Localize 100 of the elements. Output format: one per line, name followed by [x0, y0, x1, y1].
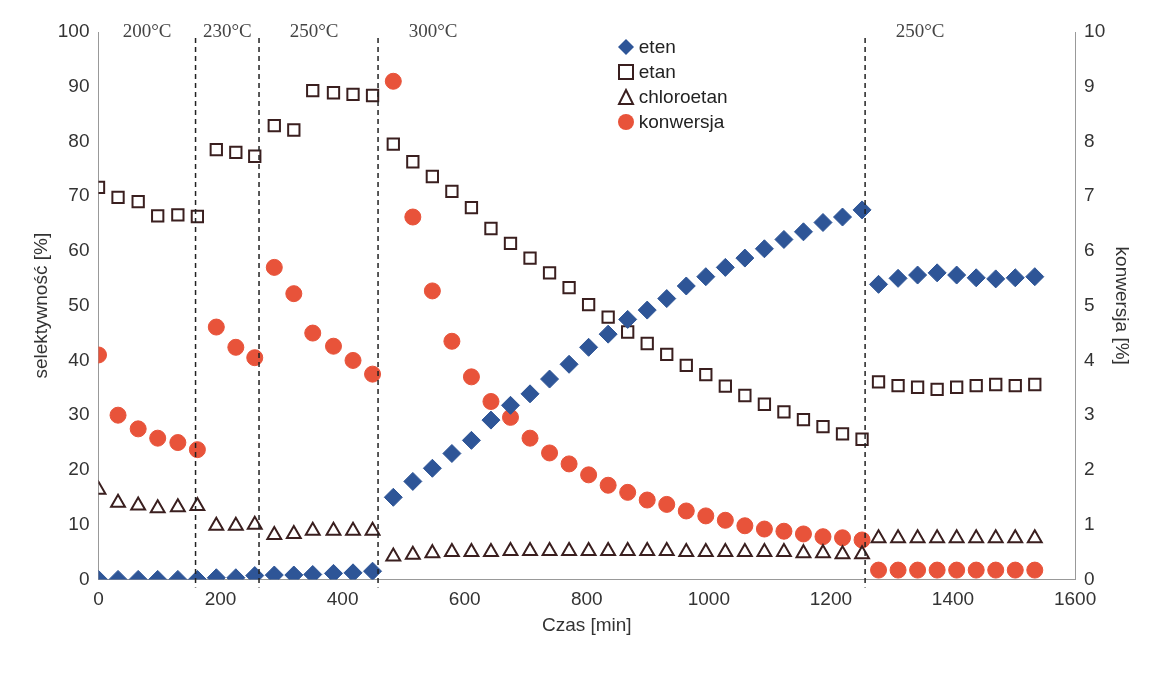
legend-label: eten	[638, 35, 676, 59]
point	[930, 382, 944, 397]
x-tick-label: 200	[204, 588, 237, 610]
annotation: 300°C	[408, 19, 458, 41]
x-tick-label: 0	[93, 588, 104, 610]
point	[948, 529, 965, 544]
x-tick-label: 600	[448, 588, 481, 610]
point	[987, 561, 1005, 579]
point	[522, 541, 538, 556]
point	[718, 379, 732, 393]
point	[149, 499, 166, 514]
point	[908, 265, 928, 285]
x-tick-label: 800	[570, 588, 603, 610]
point	[481, 410, 501, 430]
legend-label: chloroetan	[638, 85, 728, 109]
y2-axis-title: konwersja [%]	[1112, 246, 1134, 365]
point	[248, 149, 262, 163]
point	[484, 221, 498, 236]
point	[835, 427, 850, 441]
point	[227, 516, 244, 531]
point	[927, 263, 947, 283]
point	[246, 349, 264, 367]
point	[1005, 268, 1025, 288]
point	[521, 429, 539, 447]
point	[677, 502, 695, 520]
point	[403, 471, 423, 491]
point	[888, 268, 908, 288]
point	[1006, 561, 1024, 579]
point	[869, 274, 889, 294]
y-tick-label: 0	[78, 567, 90, 589]
point	[482, 393, 500, 410]
point	[793, 222, 813, 242]
point	[890, 529, 906, 544]
point	[929, 529, 946, 544]
x-axis-title: Czas [min]	[541, 613, 632, 635]
point	[834, 545, 851, 560]
point	[542, 266, 557, 280]
point	[969, 378, 983, 393]
annotation: 230°C	[202, 19, 252, 41]
point	[443, 543, 460, 558]
point	[774, 229, 794, 249]
y2-tick-label: 6	[1084, 239, 1095, 261]
point	[871, 375, 886, 389]
y-tick-label: 30	[68, 403, 90, 425]
point	[443, 332, 461, 350]
point	[324, 337, 342, 355]
point	[579, 337, 599, 357]
point	[658, 495, 676, 513]
y2-tick-label: 9	[1084, 74, 1095, 96]
point	[463, 543, 480, 558]
point	[598, 324, 618, 344]
point	[110, 493, 126, 508]
point	[948, 561, 966, 579]
point	[619, 483, 637, 501]
point	[422, 458, 442, 478]
point	[207, 318, 225, 336]
point	[738, 388, 752, 403]
point	[678, 543, 695, 558]
x-tick-label: 1600	[1053, 588, 1097, 610]
y2-tick-label: 7	[1084, 184, 1095, 206]
point	[365, 88, 380, 103]
point	[562, 280, 576, 295]
point	[676, 276, 696, 296]
point	[776, 543, 792, 558]
point	[580, 541, 597, 556]
point	[227, 338, 245, 356]
y-tick-label: 100	[57, 20, 90, 42]
y2-tick-label: 3	[1084, 403, 1095, 425]
point	[265, 258, 283, 276]
point	[404, 208, 422, 226]
point	[287, 123, 301, 137]
point	[384, 72, 402, 90]
point	[246, 515, 263, 530]
point	[541, 541, 558, 556]
point	[870, 529, 887, 544]
point	[304, 521, 321, 536]
y-axis-title: selektywność [%]	[29, 232, 51, 379]
point	[870, 561, 888, 579]
point	[169, 498, 186, 513]
point	[109, 406, 127, 424]
point	[580, 466, 598, 484]
point	[208, 516, 225, 531]
point	[637, 300, 657, 320]
point	[1026, 561, 1044, 579]
point	[461, 430, 481, 450]
point	[386, 137, 400, 151]
point	[111, 190, 125, 204]
legend-label: etan	[638, 60, 676, 84]
point	[540, 369, 560, 389]
y2-tick-label: 10	[1084, 20, 1106, 42]
point	[266, 526, 283, 541]
point	[967, 561, 985, 579]
y-tick-label: 40	[68, 348, 90, 370]
point	[658, 541, 675, 556]
y-tick-label: 50	[68, 293, 90, 315]
point	[285, 524, 302, 539]
point	[346, 87, 360, 102]
point	[190, 209, 205, 224]
point	[442, 444, 462, 463]
point	[950, 380, 964, 394]
